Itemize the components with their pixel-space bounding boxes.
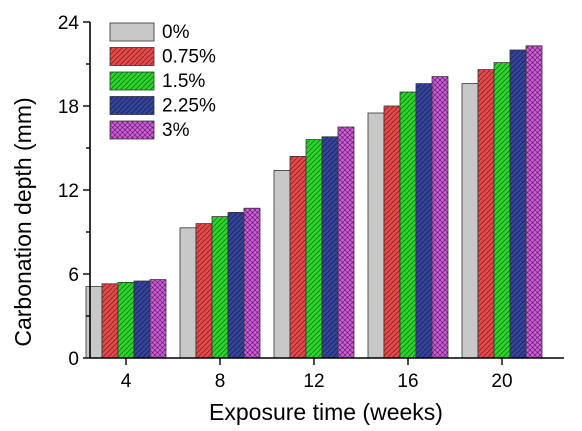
bar-2_25pct-week-20	[509, 49, 527, 359]
bar-0pct-week-20	[461, 83, 479, 359]
bar-0pct-week-8	[179, 227, 197, 359]
bar-1_5pct-week-16	[399, 91, 417, 359]
x-tick-label: 12	[303, 371, 324, 392]
legend-label: 0%	[162, 22, 190, 43]
legend-label: 3%	[162, 120, 190, 141]
y-axis-title: Carbonation depth (mm)	[10, 97, 36, 346]
x-tick-label: 4	[121, 371, 132, 392]
legend-swatch	[109, 71, 155, 91]
bar-0_75pct-week-8	[195, 223, 213, 359]
bar-0_75pct-week-16	[383, 105, 401, 359]
bar-1_5pct-week-12	[305, 139, 323, 359]
y-tick-label: 18	[58, 97, 79, 118]
bar-2_25pct-week-8	[227, 211, 245, 359]
bar-0_75pct-week-20	[477, 69, 495, 359]
bar-0_75pct-week-12	[289, 155, 307, 359]
bar-1_5pct-week-4	[117, 281, 135, 359]
y-tick-label: 6	[68, 265, 79, 286]
bar-3pct-week-4	[149, 279, 167, 359]
bar-1_5pct-week-20	[493, 62, 511, 359]
x-tick-label: 16	[397, 371, 418, 392]
legend: 0% 0.75% 1.5% 2.25% 3%	[109, 22, 216, 141]
legend-label: 2.25%	[162, 96, 216, 117]
bar-1_5pct-week-8	[211, 216, 229, 359]
bar-3pct-week-20	[525, 45, 543, 359]
axes-layer: 0 6 12 18 24 4 8 12 16 20	[58, 13, 564, 392]
x-tick-label: 8	[215, 371, 226, 392]
legend-swatch	[109, 22, 155, 42]
bar-3pct-week-12	[337, 126, 355, 359]
y-tick-label: 12	[58, 181, 79, 202]
legend-label: 1.5%	[162, 71, 205, 92]
x-axis-title: Exposure time (weeks)	[209, 399, 443, 425]
bar-0_75pct-week-4	[101, 283, 119, 359]
legend-label: 0.75%	[162, 47, 216, 68]
bar-0pct-week-16	[367, 112, 385, 359]
bar-2_25pct-week-12	[321, 136, 339, 359]
legend-swatch	[109, 96, 155, 115]
legend-swatch	[109, 47, 155, 66]
bar-2_25pct-week-16	[415, 83, 433, 359]
bar-0pct-week-12	[273, 169, 291, 359]
bars-layer	[85, 45, 543, 359]
y-tick-label: 24	[58, 13, 80, 34]
bar-3pct-week-16	[431, 76, 449, 359]
x-tick-label: 20	[491, 371, 512, 392]
y-tick-label: 0	[68, 349, 79, 370]
bar-2_25pct-week-4	[133, 280, 151, 359]
bar-3pct-week-8	[243, 207, 261, 359]
legend-swatch	[109, 120, 155, 140]
bar-0pct-week-4	[85, 286, 103, 359]
